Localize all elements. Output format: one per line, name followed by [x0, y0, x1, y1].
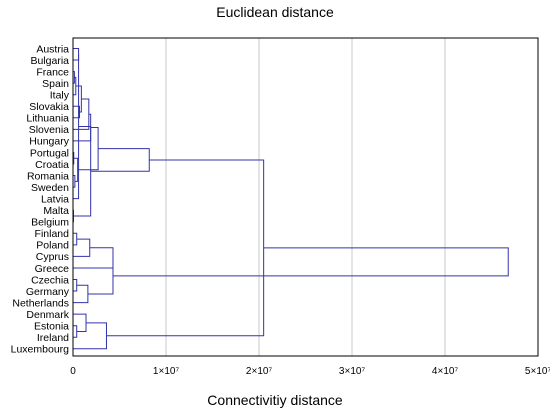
leaf-label: Portugal	[30, 147, 69, 159]
dendrogram-link	[112, 247, 509, 277]
grid-lines	[165, 38, 446, 356]
dendrogram-link	[73, 125, 92, 217]
dendrogram-link	[73, 48, 80, 61]
leaf-label: Belgium	[31, 217, 69, 229]
leaf-label: Germany	[26, 286, 70, 298]
leaf-label: Poland	[36, 240, 69, 252]
dendrogram-link	[73, 322, 107, 350]
chart-title: Euclidean distance	[216, 4, 334, 20]
dendrogram-link	[73, 157, 79, 182]
dendrogram-links	[72, 48, 509, 350]
leaf-label: Italy	[50, 90, 70, 102]
leaf-label: Denmark	[26, 309, 69, 321]
leaf-label: Malta	[43, 205, 69, 217]
dendrogram-link	[73, 238, 91, 257]
leaf-label: Finland	[35, 228, 70, 240]
leaf-label: Slovakia	[29, 101, 69, 113]
dendrogram-link	[73, 232, 78, 246]
dendrogram-link	[73, 325, 78, 338]
x-tick-label: 3×10⁷	[339, 366, 366, 377]
leaf-label: Netherlands	[12, 297, 69, 309]
leaf-label: Slovenia	[29, 124, 69, 136]
leaf-label: Hungary	[29, 136, 69, 148]
dendrogram-link	[77, 127, 99, 171]
x-tick-label: 2×10⁷	[246, 366, 273, 377]
x-axis-label: Connectivitiy distance	[207, 392, 343, 408]
x-tick-label: 0	[70, 366, 76, 377]
dendrogram-link	[87, 257, 114, 295]
leaf-label: Croatia	[35, 159, 69, 171]
leaf-label: Cyprus	[36, 251, 69, 263]
leaf-labels: AustriaBulgariaFranceSpainItalySlovakiaL…	[11, 43, 70, 355]
leaf-label: France	[36, 66, 69, 78]
leaf-label: Romania	[27, 170, 69, 182]
leaf-label: Sweden	[31, 182, 69, 194]
dendrogram-link	[73, 247, 114, 269]
leaf-label: Luxembourg	[11, 344, 70, 356]
leaf-label: Spain	[42, 78, 69, 90]
leaf-label: Latvia	[41, 193, 69, 205]
leaf-label: Austria	[36, 43, 69, 55]
dendrogram-link	[90, 148, 150, 172]
x-tick-label: 1×10⁷	[153, 366, 180, 377]
leaf-label: Ireland	[37, 332, 69, 344]
dendrogram-link	[73, 54, 80, 200]
leaf-label: Lithuania	[26, 113, 69, 125]
leaf-label: Greece	[35, 263, 70, 275]
x-tick-label: 4×10⁷	[432, 366, 459, 377]
leaf-label: Czechia	[31, 274, 69, 286]
dendrogram-link	[73, 313, 87, 332]
leaf-label: Bulgaria	[30, 55, 69, 67]
dendrogram-link	[73, 279, 78, 292]
plot-frame	[72, 37, 539, 357]
dendrogram-link	[106, 159, 265, 337]
x-tick-labels: 0 1×10⁷ 2×10⁷ 3×10⁷ 4×10⁷ 5×10⁷	[70, 366, 550, 377]
dendrogram-link	[73, 284, 89, 304]
leaf-label: Estonia	[34, 321, 69, 333]
x-tick-label: 5×10⁷	[525, 366, 550, 377]
